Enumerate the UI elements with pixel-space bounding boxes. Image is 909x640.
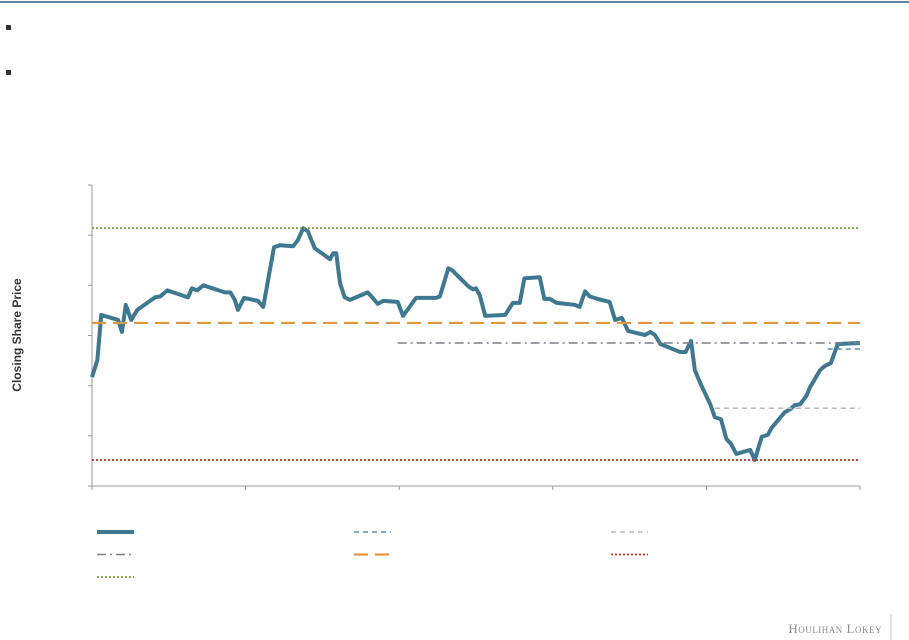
price-line — [90, 226, 861, 462]
bullet — [6, 70, 11, 75]
bullet — [6, 25, 11, 30]
logo: Houlihan Lokey — [788, 621, 882, 636]
y-axis-title: Closing Share Price — [10, 278, 24, 392]
